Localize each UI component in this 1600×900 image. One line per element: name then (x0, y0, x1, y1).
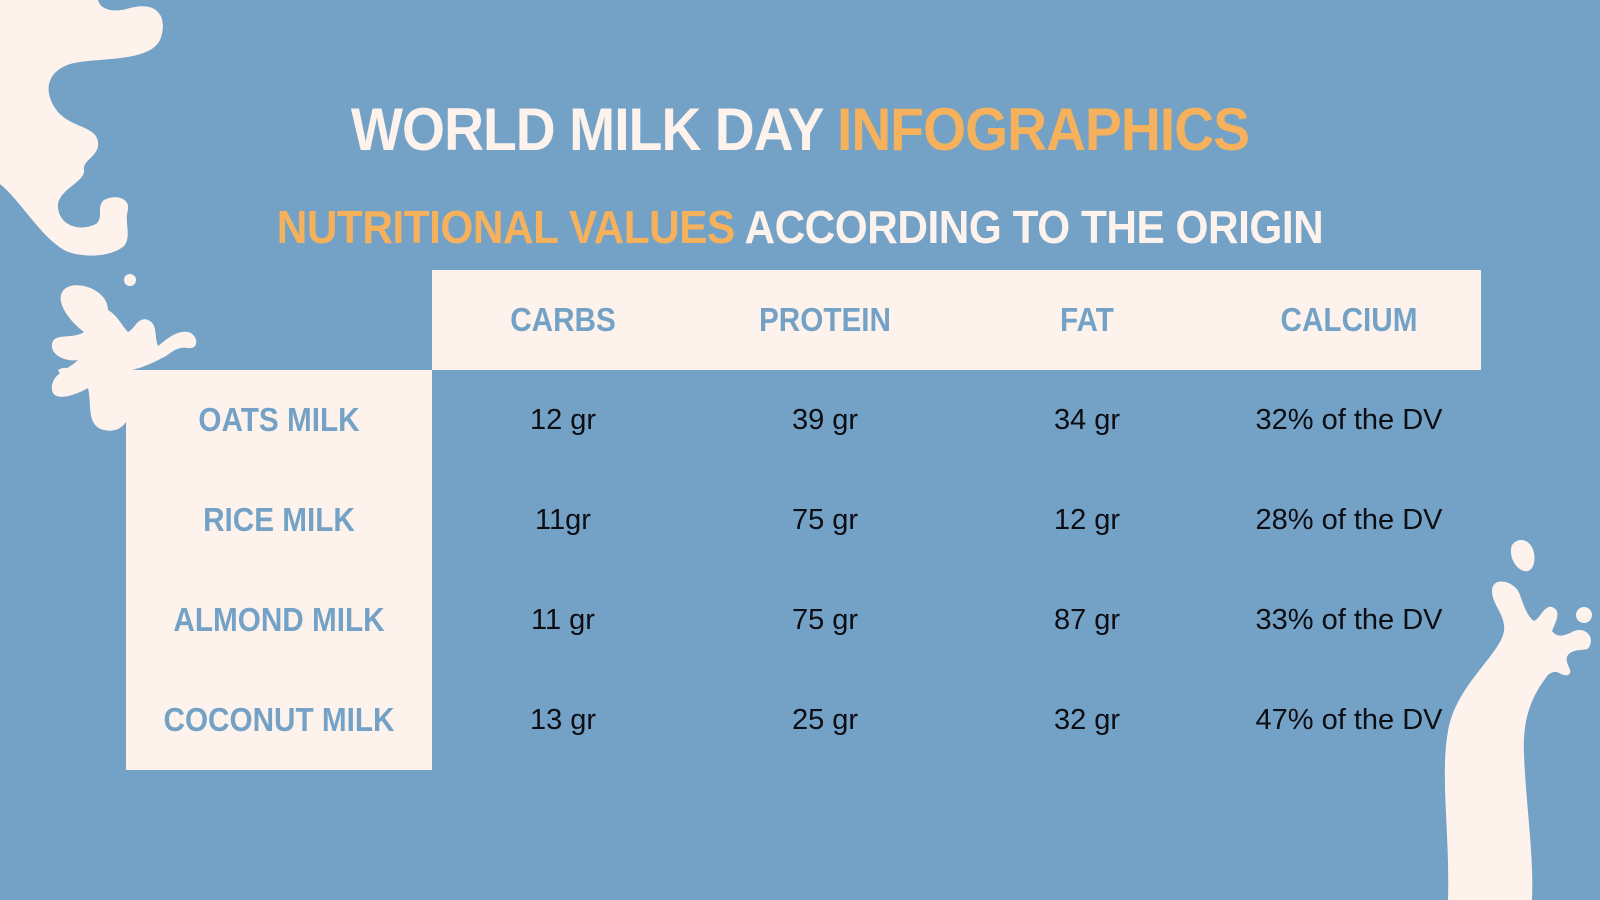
milk-pour-bottom-right-icon (1444, 539, 1592, 900)
title-accent: INFOGRAPHICS (836, 96, 1250, 163)
title-main: WORLD MILK DAY (350, 96, 837, 163)
table-cell: 13 gr (529, 704, 597, 736)
table-cell: 12 gr (529, 404, 597, 436)
table-cell: 75 gr (791, 504, 859, 536)
row-label-rice-milk: RICE MILK (203, 501, 355, 538)
column-header-fat: FAT (1060, 301, 1114, 338)
table-cell: 12 gr (1053, 504, 1121, 536)
table-header-band (432, 270, 1481, 370)
page-subtitle: NUTRITIONAL VALUES ACCORDING TO THE ORIG… (64, 200, 1536, 254)
column-header-protein: PROTEIN (758, 301, 892, 338)
page-title: WORLD MILK DAY INFOGRAPHICS (64, 95, 1536, 164)
subtitle-accent: NUTRITIONAL VALUES (276, 201, 735, 253)
table-cell: 32% of the DV (1255, 404, 1443, 436)
table-cell: 32 gr (1053, 704, 1121, 736)
table-cell: 34 gr (1053, 404, 1121, 436)
row-label-coconut-milk: COCONUT MILK (163, 701, 395, 738)
table-cell: 87 gr (1053, 604, 1121, 636)
table-cell: 11gr (535, 504, 591, 536)
milk-splash-left-icon (51, 274, 197, 431)
table-cell: 47% of the DV (1255, 704, 1443, 736)
subtitle-main: ACCORDING TO THE ORIGIN (734, 201, 1324, 253)
table-row-label-band (126, 370, 432, 770)
table-cell: 75 gr (791, 604, 859, 636)
table-cell: 33% of the DV (1255, 604, 1443, 636)
table-cell: 39 gr (791, 404, 859, 436)
column-header-calcium: CALCIUM (1280, 301, 1418, 338)
column-header-carbs: CARBS (510, 301, 616, 338)
row-label-almond-milk: ALMOND MILK (173, 601, 385, 638)
table-cell: 28% of the DV (1255, 504, 1443, 536)
table-cell: 25 gr (791, 704, 859, 736)
row-label-oats-milk: OATS MILK (198, 401, 360, 438)
table-cell: 11 gr (531, 604, 595, 636)
milk-splash-top-left-icon (0, 0, 163, 256)
